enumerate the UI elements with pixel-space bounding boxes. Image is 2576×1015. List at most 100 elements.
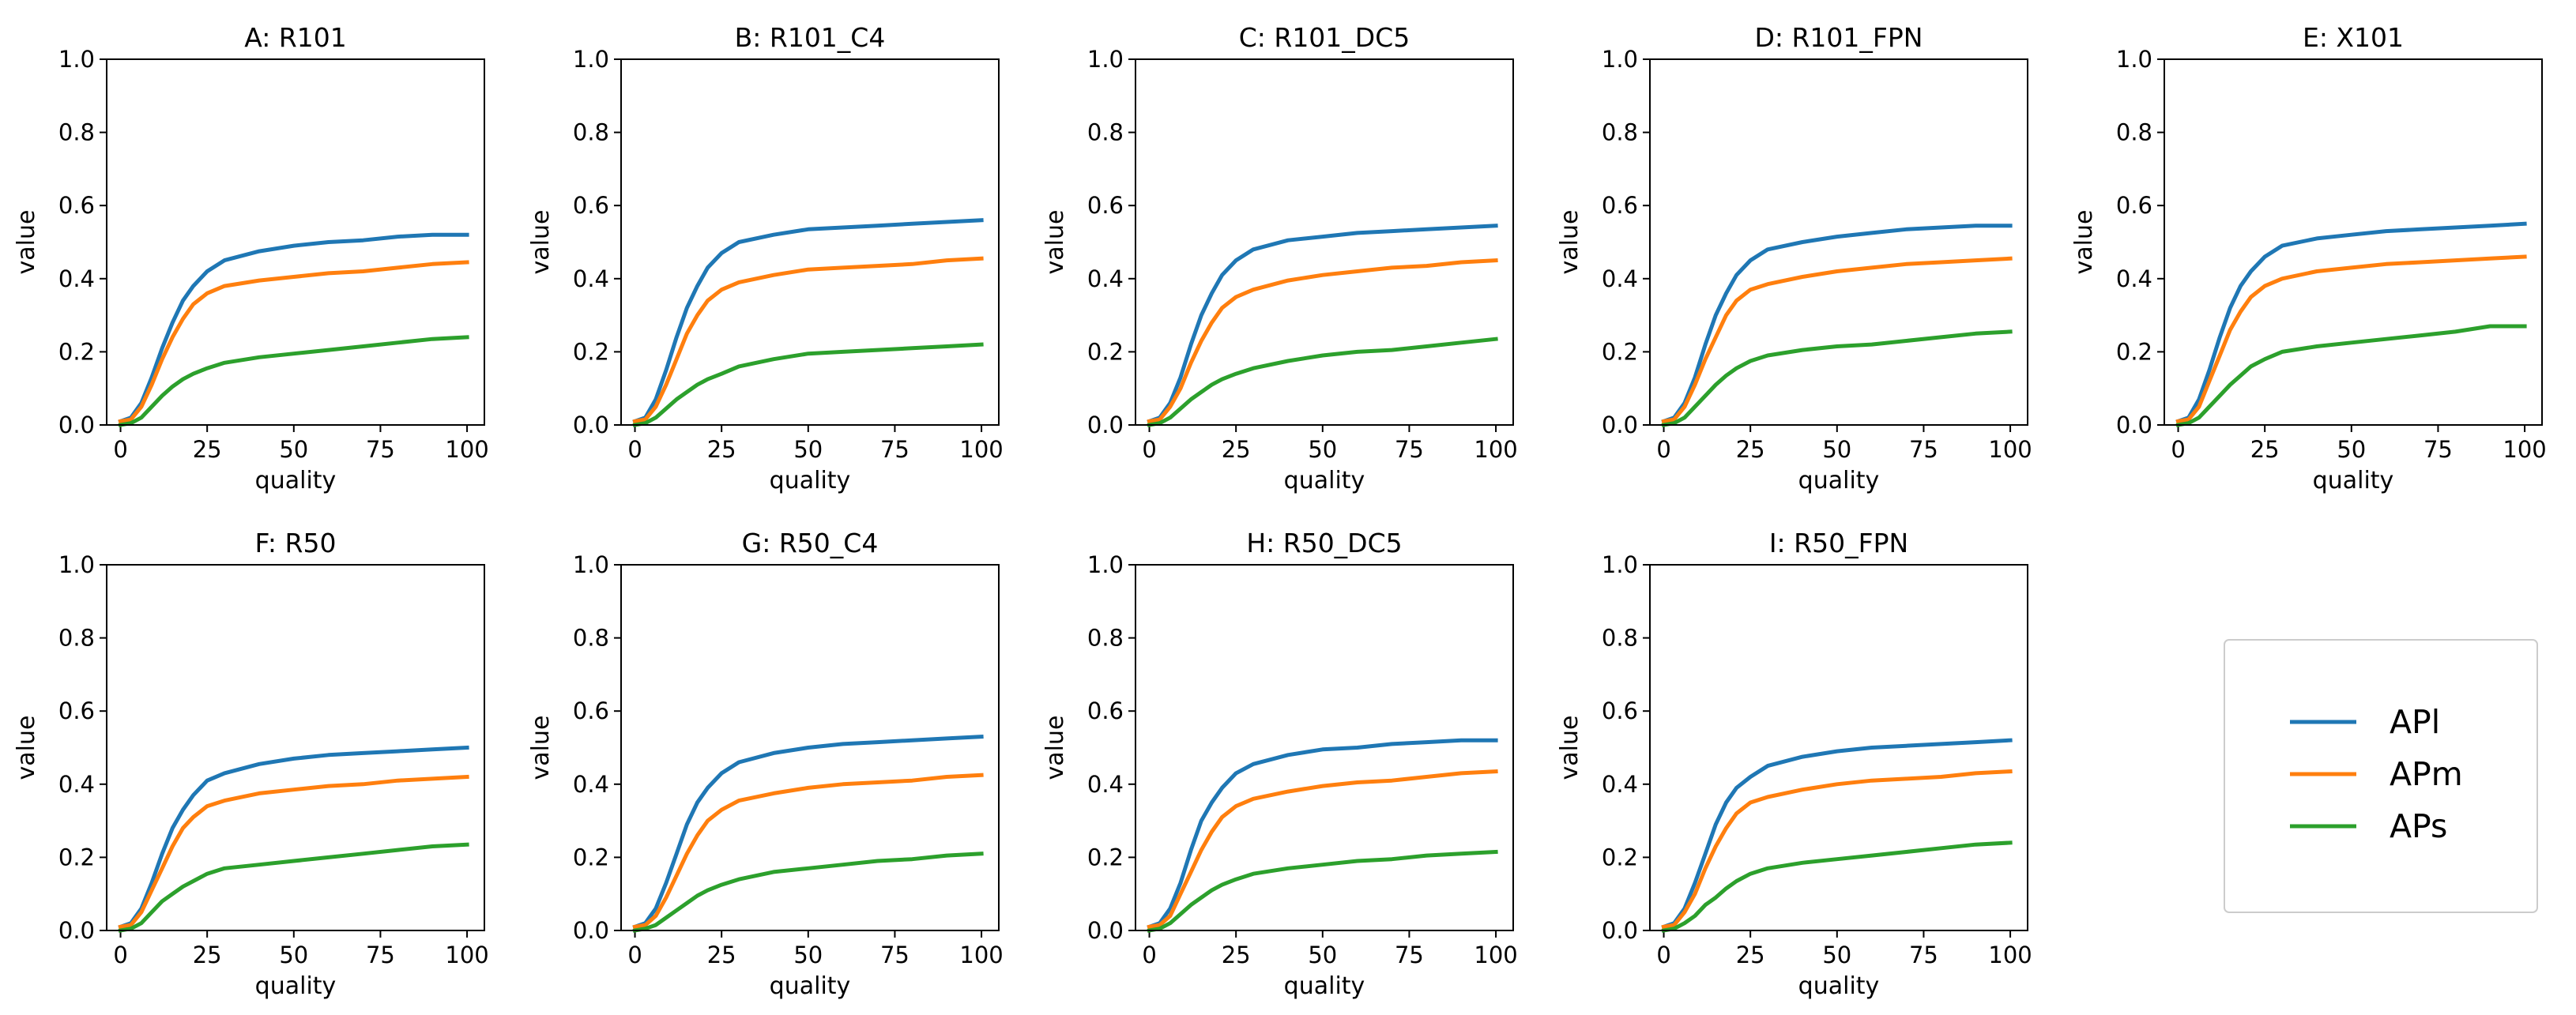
y-tick-label: 1.0 — [58, 551, 95, 578]
axes-frame — [106, 564, 485, 931]
y-tick-label: 1.0 — [573, 46, 609, 73]
series-line-aps — [118, 842, 469, 933]
x-tick-label: 50 — [2337, 436, 2366, 463]
series-line-apm — [1661, 769, 2013, 930]
series-line-apm — [632, 256, 984, 424]
axes-frame — [1135, 58, 1514, 426]
y-tick-label: 0.8 — [573, 625, 609, 652]
subplot-title: A: R101 — [244, 22, 347, 53]
y-axis-label: value — [2070, 210, 2098, 275]
x-tick-label: 75 — [366, 436, 395, 463]
axes-frame — [1649, 564, 2028, 931]
x-tick-label: 75 — [366, 942, 395, 968]
y-tick-label: 0.8 — [573, 119, 609, 146]
subplot-c: C: R101_DC5 0.0 0.2 0.4 0.6 0.8 1.0 0 25 50 75 100 q… — [1041, 22, 1518, 494]
series-line-apl — [1661, 224, 2013, 424]
y-tick-label: 0.6 — [573, 697, 609, 724]
series-line-apl — [1147, 224, 1498, 424]
y-tick-label: 0.4 — [573, 265, 609, 292]
y-tick-label: 0.2 — [1602, 338, 1638, 365]
y-axis-label: value — [13, 716, 40, 780]
axes-frame — [620, 564, 1000, 931]
y-axis-label: value — [527, 210, 555, 275]
x-tick-label: 0 — [1142, 436, 1156, 463]
y-tick-label: 0.4 — [1602, 771, 1638, 798]
subplot-title: I: R50_FPN — [1769, 528, 1908, 558]
x-tick-label: 100 — [1474, 436, 1517, 463]
y-tick-label: 0.6 — [1087, 192, 1124, 219]
x-tick-label: 50 — [1822, 942, 1851, 968]
x-tick-label: 25 — [1222, 942, 1251, 968]
y-tick-label: 0.6 — [1602, 697, 1638, 724]
y-tick-label: 0.8 — [58, 119, 95, 146]
series-line-aps — [632, 342, 984, 427]
x-tick-label: 75 — [1909, 942, 1938, 968]
x-tick-label: 100 — [445, 942, 488, 968]
y-tick-label: 0.0 — [1087, 917, 1124, 944]
x-axis-label: quality — [255, 467, 337, 494]
series-line-apm — [632, 773, 984, 930]
y-tick-label: 1.0 — [1087, 46, 1124, 73]
y-tick-label: 0.8 — [1602, 119, 1638, 146]
x-axis-label: quality — [255, 972, 337, 1000]
y-tick-label: 0.4 — [1602, 265, 1638, 292]
y-tick-label: 1.0 — [1602, 46, 1638, 73]
y-tick-label: 0.6 — [573, 192, 609, 219]
axes-frame — [2164, 58, 2543, 426]
series-line-aps — [1661, 329, 2013, 427]
y-tick-label: 0.2 — [1602, 844, 1638, 870]
y-tick-label: 0.6 — [1602, 192, 1638, 219]
y-tick-label: 0.2 — [58, 338, 95, 365]
x-axis-label: quality — [770, 972, 851, 1000]
y-tick-label: 0.2 — [1087, 844, 1124, 870]
y-tick-label: 0.4 — [1087, 771, 1124, 798]
series-line-apl — [118, 745, 469, 930]
series-line-apl — [2175, 221, 2527, 424]
subplot-title: F: R50 — [255, 528, 337, 558]
y-tick-label: 0.8 — [2116, 119, 2152, 146]
legend-label-aps: APs — [2390, 807, 2447, 845]
y-tick-label: 0.0 — [58, 917, 95, 944]
x-tick-label: 0 — [113, 436, 127, 463]
y-axis-label: value — [1041, 210, 1069, 275]
x-tick-label: 75 — [1395, 436, 1424, 463]
y-tick-label: 0.6 — [1087, 697, 1124, 724]
subplot-d: D: R101_FPN 0.0 0.2 0.4 0.6 0.8 1.0 0 25 50 75 100 q… — [1556, 22, 2032, 494]
x-tick-label: 100 — [959, 942, 1003, 968]
x-axis-label: quality — [770, 467, 851, 494]
subplot-title: G: R50_C4 — [742, 528, 879, 558]
series-line-aps — [118, 335, 469, 427]
x-tick-label: 0 — [627, 942, 642, 968]
subplot-i: I: R50_FPN 0.0 0.2 0.4 0.6 0.8 1.0 0 25 50 75 100 qu… — [1556, 528, 2032, 1000]
y-axis-label: value — [13, 210, 40, 275]
x-tick-label: 50 — [1308, 436, 1337, 463]
series-line-apm — [1147, 258, 1498, 424]
axes-frame — [106, 58, 485, 426]
y-tick-label: 1.0 — [2116, 46, 2152, 73]
legend-label-apm: APm — [2390, 755, 2463, 793]
x-tick-label: 25 — [707, 942, 736, 968]
y-tick-label: 0.2 — [1087, 338, 1124, 365]
y-tick-label: 0.8 — [1087, 625, 1124, 652]
legend-box — [2224, 639, 2538, 913]
series-line-aps — [1661, 840, 2013, 933]
y-tick-label: 0.4 — [573, 771, 609, 798]
x-tick-label: 50 — [1308, 942, 1337, 968]
series-line-apm — [1147, 769, 1498, 930]
subplot-title: B: R101_C4 — [735, 22, 886, 53]
y-tick-label: 0.6 — [58, 192, 95, 219]
subplot-h: H: R50_DC5 0.0 0.2 0.4 0.6 0.8 1.0 0 25 50 75 100 qu… — [1041, 528, 1518, 1000]
x-tick-label: 100 — [445, 436, 488, 463]
subplot-e: E: X101 0.0 0.2 0.4 0.6 0.8 1.0 0 25 50 75 100 quali… — [2070, 22, 2547, 494]
x-axis-label: quality — [1284, 972, 1365, 1000]
x-tick-label: 25 — [707, 436, 736, 463]
subplot-title: H: R50_DC5 — [1246, 528, 1402, 558]
y-tick-label: 0.0 — [1602, 412, 1638, 438]
x-tick-label: 100 — [1988, 942, 2032, 968]
y-tick-label: 0.0 — [58, 412, 95, 438]
subplot-g: G: R50_C4 0.0 0.2 0.4 0.6 0.8 1.0 0 25 50 75 100 qua… — [527, 528, 1004, 1000]
x-tick-label: 75 — [880, 942, 910, 968]
x-tick-label: 0 — [627, 436, 642, 463]
y-tick-label: 0.4 — [58, 265, 95, 292]
